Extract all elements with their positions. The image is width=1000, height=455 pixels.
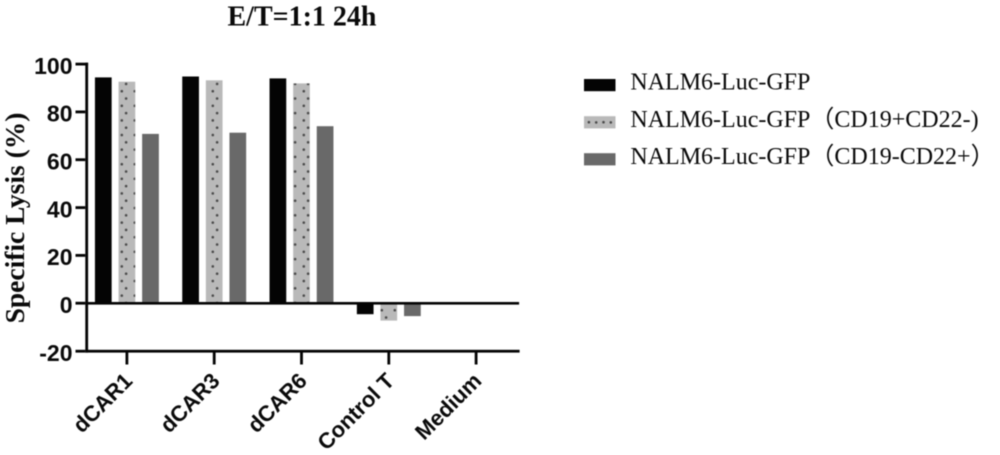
svg-text:Medium: Medium: [410, 368, 486, 444]
svg-text:100: 100: [34, 53, 72, 79]
svg-text:Control T: Control T: [312, 368, 399, 455]
svg-text:0: 0: [60, 292, 73, 318]
svg-text:NALM6-Luc-GFP（CD19+CD22-): NALM6-Luc-GFP（CD19+CD22-): [630, 107, 978, 133]
svg-text:dCAR6: dCAR6: [242, 368, 312, 438]
svg-text:NALM6-Luc-GFP（CD19-CD22+）: NALM6-Luc-GFP（CD19-CD22+）: [630, 144, 994, 170]
svg-text:dCAR3: dCAR3: [155, 368, 225, 438]
svg-text:E/T=1:1 24h: E/T=1:1 24h: [228, 2, 377, 33]
svg-text:NALM6-Luc-GFP: NALM6-Luc-GFP: [630, 70, 810, 96]
svg-text:20: 20: [47, 244, 73, 270]
svg-text:60: 60: [47, 148, 73, 174]
svg-text:dCAR1: dCAR1: [68, 368, 138, 438]
svg-text:Specific Lysis (%): Specific Lysis (%): [0, 113, 30, 324]
svg-text:-20: -20: [39, 340, 72, 366]
svg-text:80: 80: [47, 101, 73, 127]
svg-text:40: 40: [47, 196, 73, 222]
